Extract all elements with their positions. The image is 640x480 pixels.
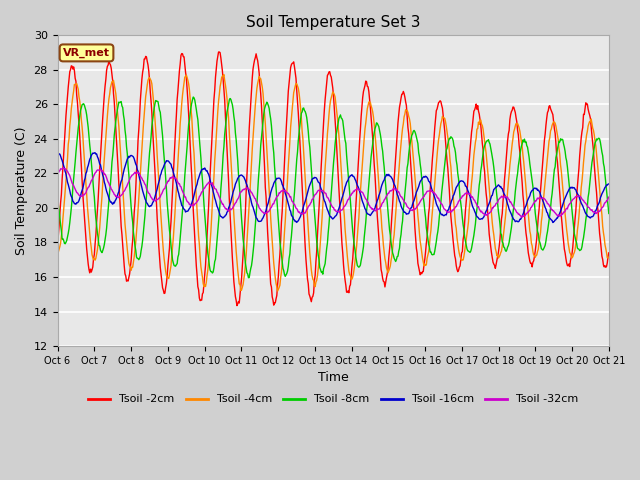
Tsoil -32cm: [177, 184, 185, 190]
Tsoil -2cm: [216, 49, 223, 55]
Tsoil -2cm: [402, 99, 410, 105]
Tsoil -4cm: [274, 288, 282, 294]
Tsoil -2cm: [177, 61, 184, 67]
Tsoil -2cm: [605, 250, 612, 256]
Tsoil -4cm: [54, 250, 61, 255]
Tsoil -16cm: [92, 150, 99, 156]
Line: Tsoil -4cm: Tsoil -4cm: [58, 74, 609, 291]
Tsoil -4cm: [120, 208, 128, 214]
Tsoil -32cm: [401, 200, 409, 205]
Tsoil -32cm: [121, 187, 129, 193]
Tsoil -8cm: [206, 267, 214, 273]
Tsoil -4cm: [402, 107, 410, 113]
Tsoil -32cm: [605, 194, 612, 200]
Tsoil -16cm: [206, 177, 214, 183]
Tsoil -2cm: [418, 271, 426, 276]
Tsoil -2cm: [54, 240, 61, 245]
Tsoil -8cm: [177, 235, 184, 241]
Tsoil -8cm: [244, 275, 252, 281]
Line: Tsoil -16cm: Tsoil -16cm: [58, 153, 609, 223]
Y-axis label: Soil Temperature (C): Soil Temperature (C): [15, 126, 28, 255]
Tsoil -16cm: [54, 150, 61, 156]
Tsoil -16cm: [605, 181, 612, 187]
Tsoil -4cm: [605, 255, 612, 261]
Tsoil -16cm: [121, 164, 129, 169]
Tsoil -32cm: [206, 180, 214, 186]
Tsoil -16cm: [177, 199, 185, 205]
Tsoil -8cm: [54, 192, 61, 198]
Tsoil -4cm: [63, 156, 71, 162]
Tsoil -32cm: [65, 170, 72, 176]
Tsoil -16cm: [63, 180, 71, 185]
Tsoil -2cm: [120, 263, 128, 269]
Tsoil -4cm: [220, 72, 228, 77]
Tsoil -8cm: [63, 234, 71, 240]
X-axis label: Time: Time: [318, 372, 349, 384]
Tsoil -16cm: [401, 209, 409, 215]
Tsoil -16cm: [417, 178, 425, 183]
Tsoil -32cm: [518, 214, 525, 220]
Tsoil -2cm: [233, 303, 241, 309]
Tsoil -2cm: [205, 186, 213, 192]
Text: VR_met: VR_met: [63, 48, 110, 58]
Line: Tsoil -32cm: Tsoil -32cm: [58, 168, 609, 217]
Tsoil -4cm: [177, 120, 184, 126]
Tsoil -8cm: [418, 176, 426, 182]
Tsoil -8cm: [605, 211, 612, 216]
Title: Soil Temperature Set 3: Soil Temperature Set 3: [246, 15, 420, 30]
Tsoil -8cm: [189, 94, 197, 100]
Tsoil -2cm: [63, 94, 71, 99]
Tsoil -32cm: [60, 165, 67, 171]
Tsoil -32cm: [417, 197, 425, 203]
Tsoil -4cm: [205, 250, 213, 255]
Tsoil -16cm: [549, 220, 557, 226]
Tsoil -4cm: [418, 250, 426, 255]
Legend: Tsoil -2cm, Tsoil -4cm, Tsoil -8cm, Tsoil -16cm, Tsoil -32cm: Tsoil -2cm, Tsoil -4cm, Tsoil -8cm, Tsoi…: [84, 390, 582, 409]
Tsoil -8cm: [402, 182, 410, 188]
Tsoil -8cm: [120, 117, 128, 122]
Line: Tsoil -2cm: Tsoil -2cm: [58, 52, 609, 306]
Line: Tsoil -8cm: Tsoil -8cm: [58, 97, 609, 278]
Tsoil -32cm: [54, 171, 61, 177]
